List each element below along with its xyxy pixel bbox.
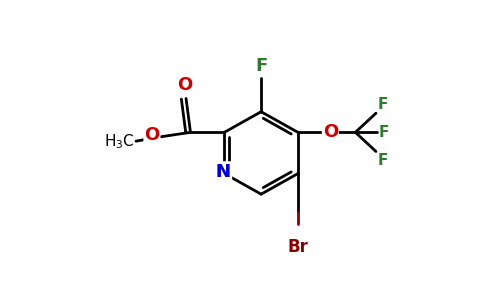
Text: N: N — [215, 163, 230, 181]
Text: O: O — [177, 76, 192, 94]
Text: O: O — [144, 126, 160, 144]
Text: F: F — [378, 153, 388, 168]
Text: F: F — [255, 57, 267, 75]
Text: O: O — [323, 123, 338, 141]
Text: H$_3$C: H$_3$C — [104, 132, 135, 151]
Text: F: F — [379, 125, 389, 140]
Text: F: F — [378, 97, 388, 112]
Text: N: N — [215, 163, 230, 181]
Text: N: N — [215, 163, 230, 181]
Text: Br: Br — [287, 238, 308, 256]
